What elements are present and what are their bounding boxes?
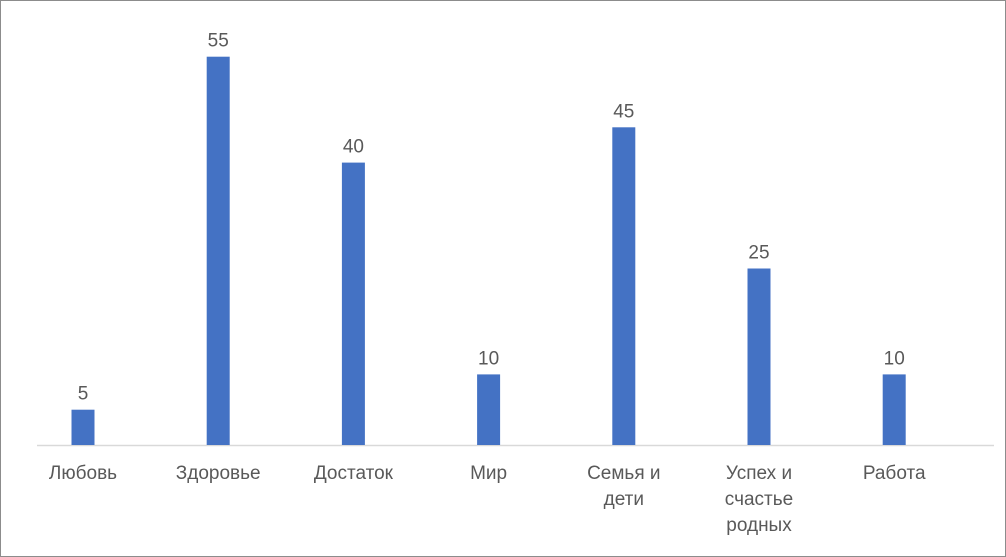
bar <box>477 374 500 445</box>
category-label: Успех и счастье родных <box>704 461 814 539</box>
data-label: 40 <box>343 137 364 158</box>
data-label: 5 <box>78 384 89 405</box>
bar <box>72 410 95 445</box>
category-label: Здоровье <box>163 461 273 487</box>
bar <box>342 163 365 445</box>
category-label: Работа <box>839 461 949 487</box>
category-label: Семья и дети <box>569 461 679 513</box>
bar <box>883 374 906 445</box>
data-label: 10 <box>478 348 499 369</box>
category-label: Любовь <box>28 461 138 487</box>
bar <box>748 269 771 446</box>
data-label: 45 <box>613 101 634 122</box>
data-label: 10 <box>884 348 905 369</box>
data-label: 55 <box>208 31 229 52</box>
bar <box>612 127 635 445</box>
category-label: Мир <box>434 461 544 487</box>
category-label: Достаток <box>298 461 408 487</box>
bar <box>207 57 230 445</box>
data-label: 25 <box>748 243 769 264</box>
